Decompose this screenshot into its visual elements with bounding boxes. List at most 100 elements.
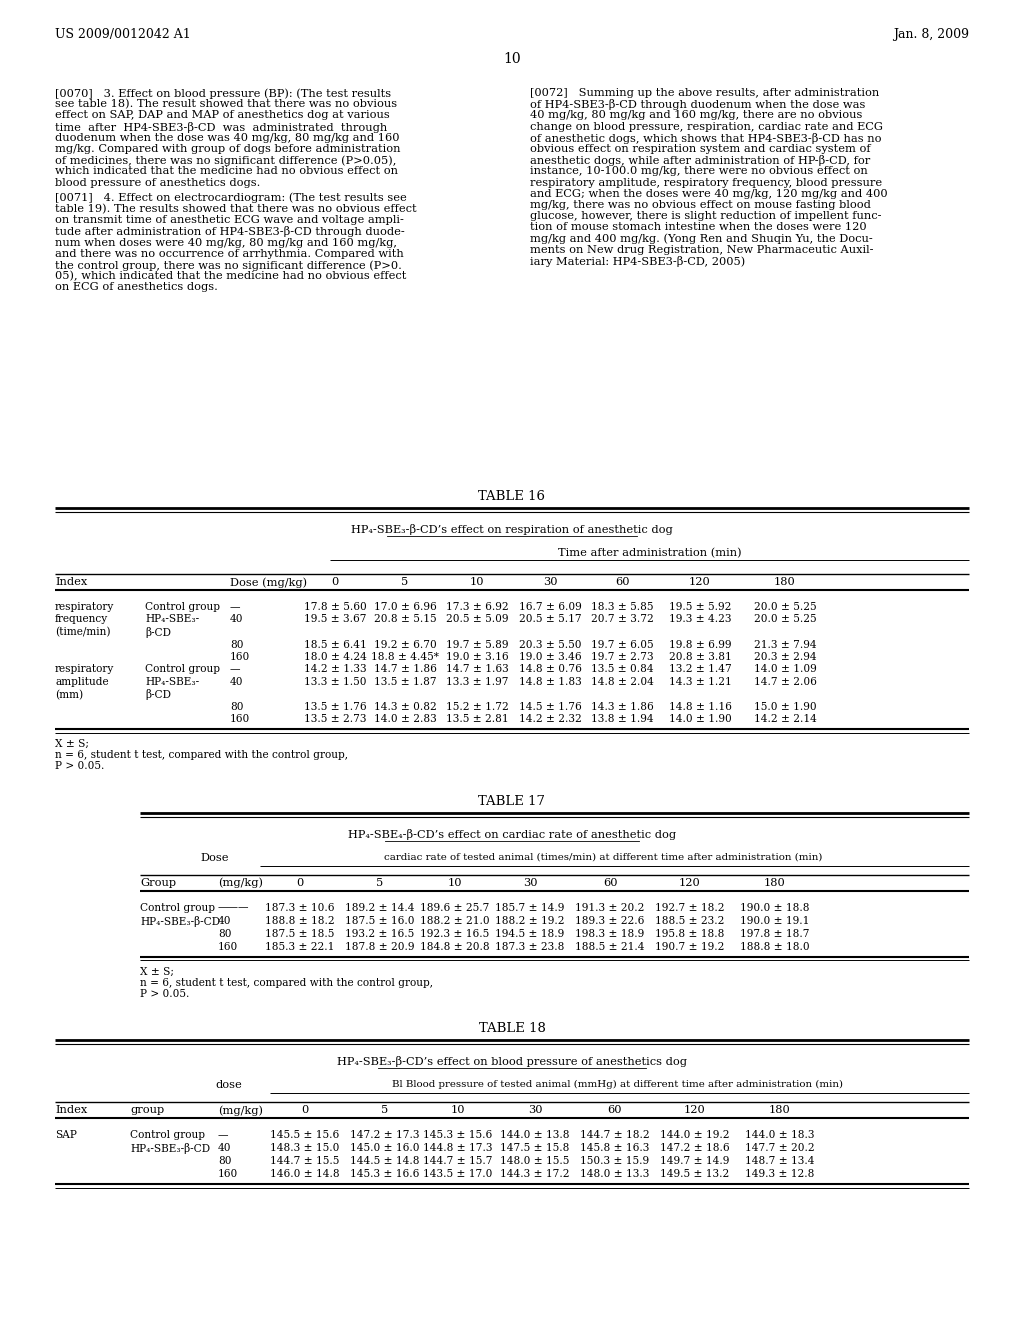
- Text: 19.5 ± 5.92: 19.5 ± 5.92: [669, 602, 731, 612]
- Text: 195.8 ± 18.8: 195.8 ± 18.8: [655, 928, 725, 939]
- Text: 144.0 ± 13.8: 144.0 ± 13.8: [501, 1130, 569, 1140]
- Text: [0070]   3. Effect on blood pressure (BP): (The test results: [0070] 3. Effect on blood pressure (BP):…: [55, 88, 391, 99]
- Text: instance, 10-100.0 mg/kg, there were no obvious effect on: instance, 10-100.0 mg/kg, there were no …: [530, 166, 867, 177]
- Text: respiratory amplitude, respiratory frequency, blood pressure: respiratory amplitude, respiratory frequ…: [530, 178, 882, 187]
- Text: [0072]   Summing up the above results, after administration: [0072] Summing up the above results, aft…: [530, 88, 880, 98]
- Text: 18.5 ± 6.41: 18.5 ± 6.41: [304, 639, 367, 649]
- Text: time  after  HP4-SBE3-β-CD  was  administrated  through: time after HP4-SBE3-β-CD was administrat…: [55, 121, 387, 132]
- Text: 188.8 ± 18.2: 188.8 ± 18.2: [265, 916, 335, 925]
- Text: 60: 60: [603, 878, 617, 887]
- Text: 17.3 ± 6.92: 17.3 ± 6.92: [445, 602, 508, 612]
- Text: tude after administration of HP4-SBE3-β-CD through duode-: tude after administration of HP4-SBE3-β-…: [55, 227, 404, 238]
- Text: 18.3 ± 5.85: 18.3 ± 5.85: [591, 602, 653, 612]
- Text: 5: 5: [401, 577, 409, 587]
- Text: 198.3 ± 18.9: 198.3 ± 18.9: [575, 928, 645, 939]
- Text: dose: dose: [215, 1080, 242, 1090]
- Text: 143.5 ± 17.0: 143.5 ± 17.0: [423, 1170, 493, 1179]
- Text: 14.2 ± 2.32: 14.2 ± 2.32: [518, 714, 582, 725]
- Text: (mg/kg): (mg/kg): [218, 1105, 263, 1115]
- Text: 190.0 ± 19.1: 190.0 ± 19.1: [740, 916, 810, 925]
- Text: 189.6 ± 25.7: 189.6 ± 25.7: [420, 903, 489, 912]
- Text: β-CD: β-CD: [145, 627, 171, 638]
- Text: 145.3 ± 16.6: 145.3 ± 16.6: [350, 1170, 420, 1179]
- Text: 13.8 ± 1.94: 13.8 ± 1.94: [591, 714, 653, 725]
- Text: anesthetic dogs, while after administration of HP-β-CD, for: anesthetic dogs, while after administrat…: [530, 156, 870, 166]
- Text: HP₄-SBE₃-β-CD: HP₄-SBE₃-β-CD: [140, 916, 220, 927]
- Text: iary Material: HP4-SBE3-β-CD, 2005): iary Material: HP4-SBE3-β-CD, 2005): [530, 256, 745, 267]
- Text: 194.5 ± 18.9: 194.5 ± 18.9: [496, 928, 564, 939]
- Text: 14.8 ± 0.76: 14.8 ± 0.76: [518, 664, 582, 675]
- Text: 160: 160: [218, 941, 239, 952]
- Text: 148.7 ± 13.4: 148.7 ± 13.4: [745, 1156, 815, 1166]
- Text: 144.0 ± 18.3: 144.0 ± 18.3: [745, 1130, 815, 1140]
- Text: Control group: Control group: [140, 903, 215, 912]
- Text: ———: ———: [218, 903, 250, 912]
- Text: Control group: Control group: [130, 1130, 205, 1140]
- Text: 10: 10: [447, 878, 462, 887]
- Text: 187.8 ± 20.9: 187.8 ± 20.9: [345, 941, 415, 952]
- Text: Group: Group: [140, 878, 176, 887]
- Text: on ECG of anesthetics dogs.: on ECG of anesthetics dogs.: [55, 282, 218, 293]
- Text: Control group: Control group: [145, 664, 220, 675]
- Text: 180: 180: [764, 878, 785, 887]
- Text: see table 18). The result showed that there was no obvious: see table 18). The result showed that th…: [55, 99, 397, 110]
- Text: 20.7 ± 3.72: 20.7 ± 3.72: [591, 615, 653, 624]
- Text: of anesthetic dogs, which shows that HP4-SBE3-β-CD has no: of anesthetic dogs, which shows that HP4…: [530, 133, 882, 144]
- Text: 13.3 ± 1.50: 13.3 ± 1.50: [304, 677, 367, 686]
- Text: 40: 40: [218, 1143, 231, 1154]
- Text: 146.0 ± 14.8: 146.0 ± 14.8: [270, 1170, 340, 1179]
- Text: 20.0 ± 5.25: 20.0 ± 5.25: [754, 602, 816, 612]
- Text: 192.7 ± 18.2: 192.7 ± 18.2: [655, 903, 725, 912]
- Text: Jan. 8, 2009: Jan. 8, 2009: [893, 28, 969, 41]
- Text: 187.5 ± 16.0: 187.5 ± 16.0: [345, 916, 415, 925]
- Text: —: —: [218, 1130, 228, 1140]
- Text: 14.0 ± 2.83: 14.0 ± 2.83: [374, 714, 436, 725]
- Text: 10: 10: [470, 577, 484, 587]
- Text: 190.7 ± 19.2: 190.7 ± 19.2: [655, 941, 725, 952]
- Text: 80: 80: [218, 928, 231, 939]
- Text: TABLE 17: TABLE 17: [478, 795, 546, 808]
- Text: 14.3 ± 1.21: 14.3 ± 1.21: [669, 677, 731, 686]
- Text: obvious effect on respiration system and cardiac system of: obvious effect on respiration system and…: [530, 144, 870, 154]
- Text: frequency: frequency: [55, 615, 109, 624]
- Text: X ± S;: X ± S;: [55, 739, 89, 748]
- Text: P > 0.05.: P > 0.05.: [55, 762, 104, 771]
- Text: (time/min): (time/min): [55, 627, 111, 638]
- Text: 145.3 ± 15.6: 145.3 ± 15.6: [423, 1130, 493, 1140]
- Text: 5: 5: [377, 878, 384, 887]
- Text: 14.5 ± 1.76: 14.5 ± 1.76: [518, 702, 582, 711]
- Text: 187.3 ± 10.6: 187.3 ± 10.6: [265, 903, 335, 912]
- Text: mg/kg. Compared with group of dogs before administration: mg/kg. Compared with group of dogs befor…: [55, 144, 400, 154]
- Text: n = 6, student t test, compared with the control group,: n = 6, student t test, compared with the…: [140, 978, 433, 987]
- Text: 19.0 ± 3.46: 19.0 ± 3.46: [519, 652, 582, 663]
- Text: 20.8 ± 5.15: 20.8 ± 5.15: [374, 615, 436, 624]
- Text: table 19). The results showed that there was no obvious effect: table 19). The results showed that there…: [55, 205, 417, 214]
- Text: 160: 160: [230, 652, 250, 663]
- Text: TABLE 18: TABLE 18: [478, 1022, 546, 1035]
- Text: 19.7 ± 5.89: 19.7 ± 5.89: [445, 639, 508, 649]
- Text: 147.5 ± 15.8: 147.5 ± 15.8: [501, 1143, 569, 1154]
- Text: 148.3 ± 15.0: 148.3 ± 15.0: [270, 1143, 340, 1154]
- Text: 184.8 ± 20.8: 184.8 ± 20.8: [420, 941, 489, 952]
- Text: 20.8 ± 3.81: 20.8 ± 3.81: [669, 652, 731, 663]
- Text: 192.3 ± 16.5: 192.3 ± 16.5: [421, 928, 489, 939]
- Text: 05), which indicated that the medicine had no obvious effect: 05), which indicated that the medicine h…: [55, 271, 407, 281]
- Text: glucose, however, there is slight reduction of impellent func-: glucose, however, there is slight reduct…: [530, 211, 882, 222]
- Text: 80: 80: [218, 1156, 231, 1166]
- Text: n = 6, student t test, compared with the control group,: n = 6, student t test, compared with the…: [55, 750, 348, 760]
- Text: β-CD: β-CD: [145, 689, 171, 701]
- Text: 17.0 ± 6.96: 17.0 ± 6.96: [374, 602, 436, 612]
- Text: 14.7 ± 1.63: 14.7 ± 1.63: [445, 664, 508, 675]
- Text: 189.2 ± 14.4: 189.2 ± 14.4: [345, 903, 415, 912]
- Text: 30: 30: [527, 1105, 543, 1115]
- Text: P > 0.05.: P > 0.05.: [140, 989, 189, 999]
- Text: 19.5 ± 3.67: 19.5 ± 3.67: [304, 615, 367, 624]
- Text: tion of mouse stomach intestine when the doses were 120: tion of mouse stomach intestine when the…: [530, 222, 866, 232]
- Text: 188.2 ± 19.2: 188.2 ± 19.2: [496, 916, 565, 925]
- Text: HP₄-SBE₃-β-CD’s effect on respiration of anesthetic dog: HP₄-SBE₃-β-CD’s effect on respiration of…: [351, 524, 673, 535]
- Text: duodenum when the dose was 40 mg/kg, 80 mg/kg and 160: duodenum when the dose was 40 mg/kg, 80 …: [55, 133, 399, 143]
- Text: 188.2 ± 21.0: 188.2 ± 21.0: [420, 916, 489, 925]
- Text: HP₄-SBE₃-β-CD’s effect on blood pressure of anesthetics dog: HP₄-SBE₃-β-CD’s effect on blood pressure…: [337, 1056, 687, 1067]
- Text: 14.7 ± 1.86: 14.7 ± 1.86: [374, 664, 436, 675]
- Text: of medicines, there was no significant difference (P>0.05),: of medicines, there was no significant d…: [55, 156, 396, 166]
